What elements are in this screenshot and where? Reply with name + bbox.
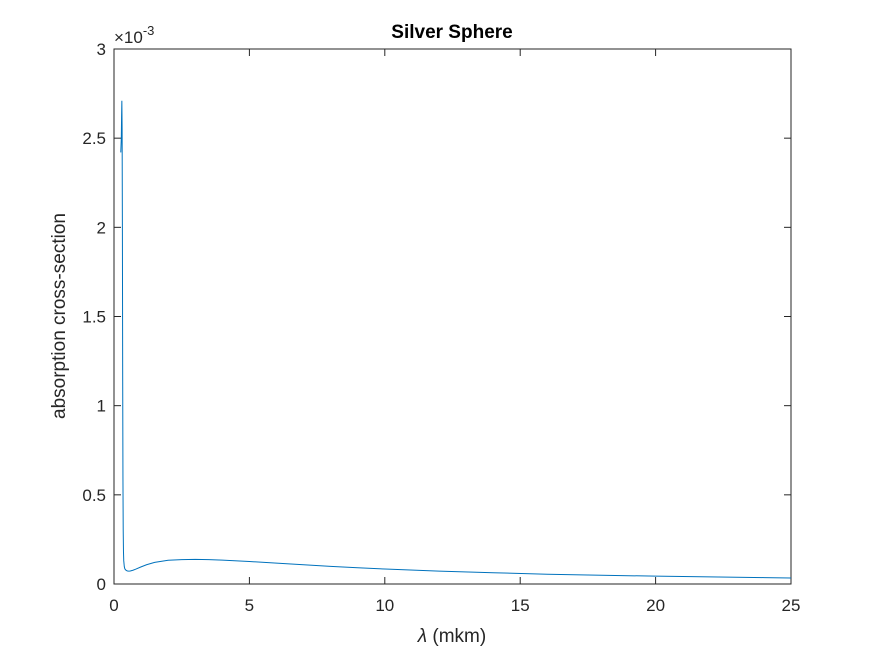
y-axis-label: absorption cross-section [49,213,70,419]
y-axis-exponent: ×10-3 [114,23,154,47]
x-tick-label: 0 [109,596,118,615]
x-tick-label: 10 [375,596,394,615]
x-tick-label: 15 [511,596,530,615]
y-tick-label: 0.5 [82,486,106,505]
x-tick-labels: 0 5 10 15 20 25 [109,596,800,615]
x-axis-unit: (mkm) [432,626,486,647]
x-axis-symbol: λ [417,626,427,647]
y-tick-label: 2 [97,218,106,237]
y-tick-labels: 0 0.5 1 1.5 2 2.5 3 [82,40,106,594]
y-tick-label: 3 [97,40,106,59]
chart-title: Silver Sphere [391,22,512,43]
y-tick-label: 0 [97,575,106,594]
x-tick-label: 25 [782,596,801,615]
y-exponent-power: -3 [143,23,155,38]
tick-marks [113,48,792,585]
y-exponent-base: ×10 [114,28,143,47]
plot-area [113,48,792,585]
x-tick-label: 5 [245,596,254,615]
x-axis-label: λ (mkm) [417,626,486,647]
x-tick-label: 20 [646,596,665,615]
y-tick-label: 2.5 [82,129,106,148]
y-tick-label: 1.5 [82,308,106,327]
series-line [120,100,792,579]
y-tick-label: 1 [97,397,106,416]
